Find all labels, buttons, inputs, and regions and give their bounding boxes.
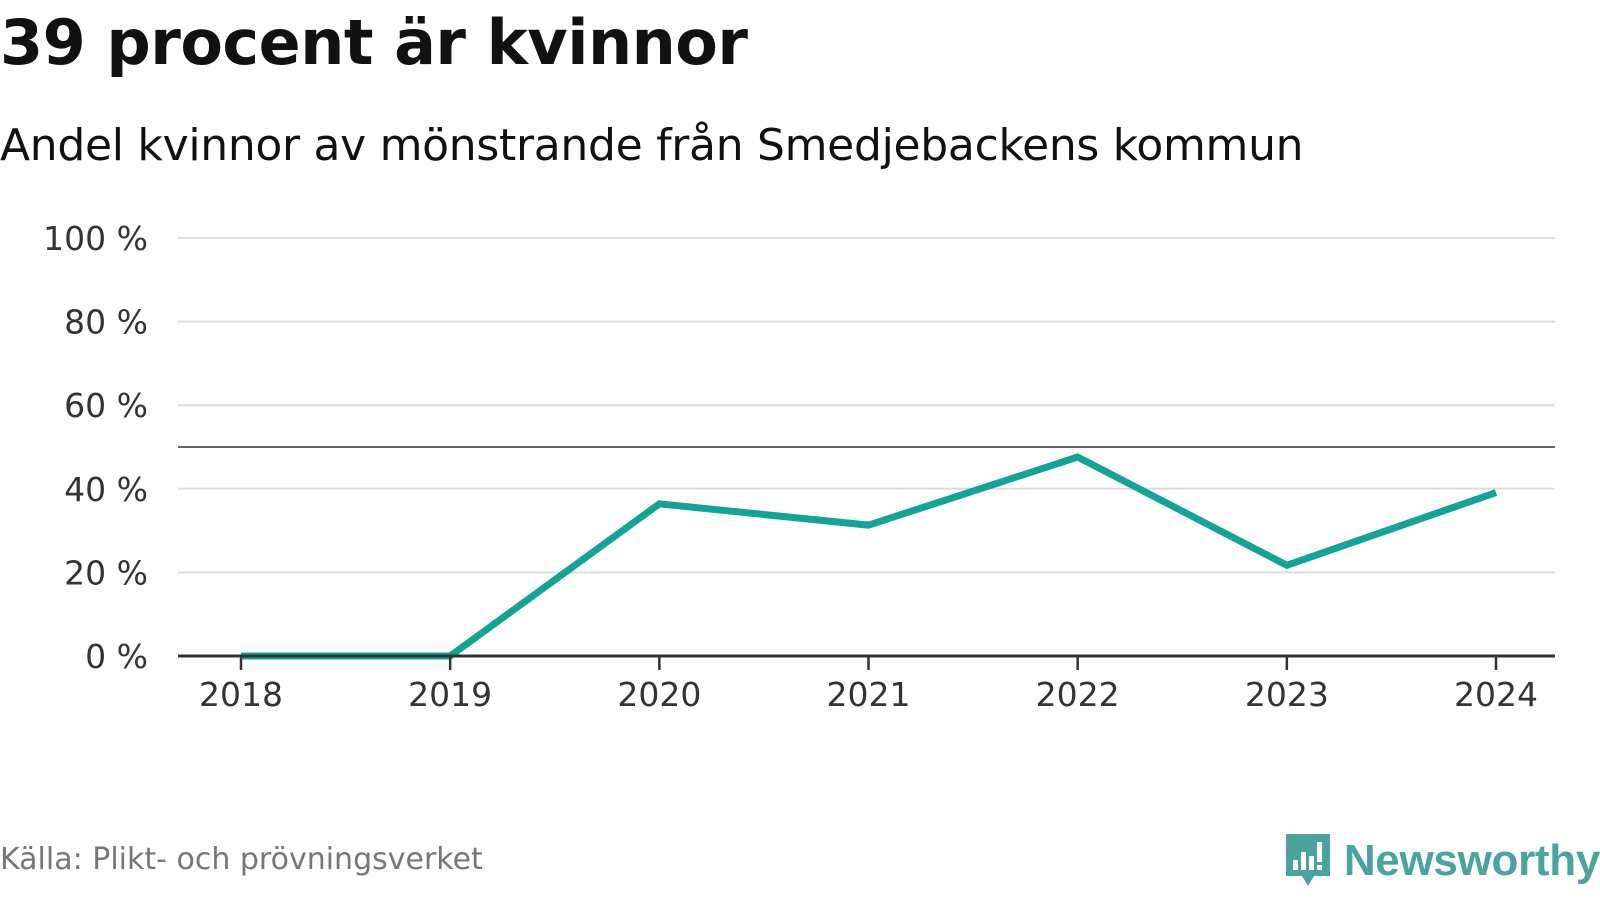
brand-name: Newsworthy <box>1343 836 1600 885</box>
newsworthy-logo-icon <box>1285 834 1330 886</box>
y-tick-label: 100 % <box>43 219 148 258</box>
chart-title: 39 procent är kvinnor <box>0 6 748 79</box>
y-tick-label: 40 % <box>64 470 148 509</box>
y-tick-label: 80 % <box>64 303 148 342</box>
x-tick-label: 2020 <box>617 675 701 714</box>
x-tick-label: 2019 <box>408 675 492 714</box>
brand-logo: Newsworthy <box>1282 826 1600 896</box>
source-note: Källa: Plikt- och prövningsverket <box>0 842 483 877</box>
series-line <box>241 453 1498 660</box>
y-tick-label: 0 % <box>85 637 148 676</box>
chart-subtitle: Andel kvinnor av mönstrande från Smedjeb… <box>0 120 1304 171</box>
x-tick-label: 2023 <box>1245 675 1329 714</box>
x-tick-label: 2024 <box>1454 675 1538 714</box>
x-tick-label: 2018 <box>199 675 283 714</box>
y-tick-label: 60 % <box>64 386 148 425</box>
y-tick-label: 20 % <box>64 553 148 592</box>
x-tick-label: 2022 <box>1036 675 1120 714</box>
x-tick-label: 2021 <box>827 675 911 714</box>
